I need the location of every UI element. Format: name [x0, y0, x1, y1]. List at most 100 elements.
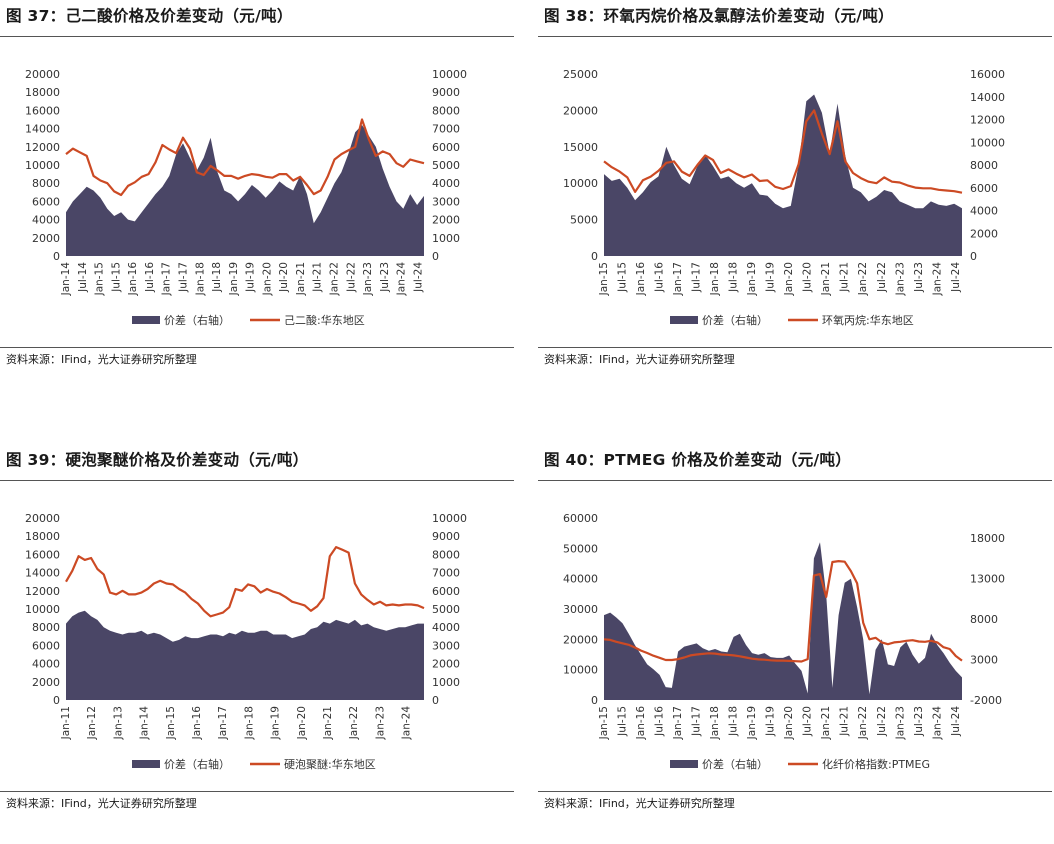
legend-label-spread: 价差（右轴）	[164, 313, 230, 327]
y-right-tick-label: 16000	[970, 68, 1005, 81]
legend-label-price: 化纤价格指数:PTMEG	[822, 757, 930, 771]
x-tick-label: Jan-23	[374, 706, 386, 740]
legend-label-price: 环氧丙烷:华东地区	[822, 313, 914, 327]
y-left-tick-label: 40000	[563, 573, 598, 586]
x-tick-label: Jan-12	[86, 706, 98, 740]
chart-title: 图 40：PTMEG 价格及价差变动（元/吨）	[544, 451, 852, 469]
x-tick-label: Jan-23	[362, 262, 374, 296]
source-note: 资料来源：IFind，光大证券研究所整理	[544, 353, 735, 366]
spread-area	[66, 125, 424, 256]
x-tick-label: Jan-20	[783, 706, 795, 740]
title-divider	[538, 480, 1052, 481]
x-tick-label: Jul-17	[691, 706, 703, 737]
x-tick-label: Jan-21	[820, 706, 832, 740]
legend-label-spread: 价差（右轴）	[702, 757, 768, 771]
y-left-tick-label: 0	[591, 250, 598, 263]
y-left-tick-label: 14000	[25, 567, 60, 580]
x-tick-label: Jul-24	[950, 262, 962, 293]
y-left-tick-label: 15000	[563, 141, 598, 154]
x-tick-label: Jul-22	[876, 706, 888, 737]
x-tick-label: Jul-23	[913, 706, 925, 737]
y-right-tick-label: 6000	[432, 585, 460, 598]
x-tick-label: Jan-21	[820, 262, 832, 296]
y-left-tick-label: 6000	[32, 639, 60, 652]
x-tick-label: Jul-14	[77, 262, 89, 293]
x-tick-label: Jan-20	[783, 262, 795, 296]
y-left-tick-label: 18000	[25, 86, 60, 99]
source-divider	[538, 791, 1052, 792]
x-tick-label: Jul-19	[765, 262, 777, 293]
chart-39-svg: 0200040006000800010000120001400016000180…	[25, 512, 467, 771]
legend-label-price: 硬泡聚醚:华东地区	[284, 757, 376, 771]
source-divider	[0, 347, 514, 348]
x-tick-label: Jul-24	[950, 706, 962, 737]
x-tick-label: Jan-19	[228, 262, 240, 296]
y-right-tick-label: 4000	[970, 205, 998, 218]
y-right-tick-label: 9000	[432, 530, 460, 543]
x-tick-label: Jul-23	[913, 262, 925, 293]
y-right-tick-label: 5000	[432, 159, 460, 172]
x-tick-label: Jan-24	[931, 262, 943, 297]
price-line	[603, 109, 963, 194]
y-left-tick-label: 18000	[25, 530, 60, 543]
source-divider	[0, 791, 514, 792]
y-right-tick-label: 10000	[432, 68, 467, 81]
x-tick-label: Jan-24	[931, 706, 943, 741]
y-left-tick-label: 16000	[25, 548, 60, 561]
price-line	[65, 546, 425, 618]
spread-area	[604, 94, 962, 256]
x-tick-label: Jul-16	[654, 706, 666, 737]
x-tick-label: Jul-24	[412, 262, 424, 293]
x-tick-label: Jan-21	[295, 262, 307, 296]
x-tick-label: Jan-22	[348, 706, 360, 740]
y-right-tick-label: 13000	[970, 573, 1005, 586]
chart-40-svg: 0 10000 20000 30000 40000 50000 60000 -2000 3000…	[563, 512, 1005, 771]
source-note: 资料来源：IFind，光大证券研究所整理	[6, 797, 197, 810]
x-tick-label: Jan-15	[598, 706, 610, 740]
x-tick-label: Jan-18	[709, 262, 721, 296]
x-tick-label: Jan-22	[329, 262, 341, 296]
y-right-tick-label: 0	[970, 250, 977, 263]
y-left-tick-label: 20000	[25, 68, 60, 81]
y-left-tick-label: 12000	[25, 585, 60, 598]
y-right-tick-label: 7000	[432, 123, 460, 136]
legend-swatch-spread	[132, 316, 160, 324]
x-tick-label: Jan-20	[296, 706, 308, 740]
y-right-tick-label: 12000	[970, 114, 1005, 127]
y-left-tick-label: 25000	[563, 68, 598, 81]
price-line	[65, 118, 425, 197]
y-left-tick-label: 4000	[32, 658, 60, 671]
y-left-tick-label: 0	[53, 250, 60, 263]
y-left-tick-label: 20000	[563, 633, 598, 646]
y-right-tick-label: 3000	[432, 195, 460, 208]
y-right-tick-label: 7000	[432, 567, 460, 580]
y-right-tick-label: 3000	[970, 654, 998, 667]
y-left-tick-label: 10000	[563, 177, 598, 190]
x-tick-label: Jan-16	[635, 706, 647, 741]
y-right-tick-label: 8000	[970, 613, 998, 626]
x-tick-label: Jul-22	[876, 262, 888, 293]
x-tick-label: Jan-23	[894, 262, 906, 296]
y-left-tick-label: 4000	[32, 214, 60, 227]
chart-panel-37: 图 37：己二酸价格及价差变动（元/吨） 0 2000 4000 6000 8000 10…	[0, 0, 514, 400]
x-tick-label: Jul-16	[144, 262, 156, 293]
x-tick-label: Jul-19	[765, 706, 777, 737]
y-left-tick-label: 8000	[32, 177, 60, 190]
x-tick-label: Jul-17	[178, 262, 190, 293]
x-tick-label: Jan-14	[139, 706, 151, 741]
price-line	[603, 560, 963, 663]
chart-title: 图 38：环氧丙烷价格及氯醇法价差变动（元/吨）	[544, 7, 894, 25]
y-left-tick-label: 50000	[563, 542, 598, 555]
y-left-tick-label: 14000	[25, 123, 60, 136]
y-left-tick-label: 16000	[25, 104, 60, 117]
x-tick-label: Jul-18	[211, 262, 223, 293]
legend-label-spread: 价差（右轴）	[702, 313, 768, 327]
y-right-tick-label: 8000	[432, 104, 460, 117]
x-tick-label: Jan-17	[161, 262, 173, 296]
y-left-tick-label: 0	[53, 694, 60, 707]
x-tick-label: Jan-18	[709, 706, 721, 740]
x-tick-label: Jan-17	[672, 706, 684, 740]
y-left-tick-label: 8000	[32, 621, 60, 634]
source-note: 资料来源：IFind，光大证券研究所整理	[6, 353, 197, 366]
title-divider	[0, 480, 514, 481]
